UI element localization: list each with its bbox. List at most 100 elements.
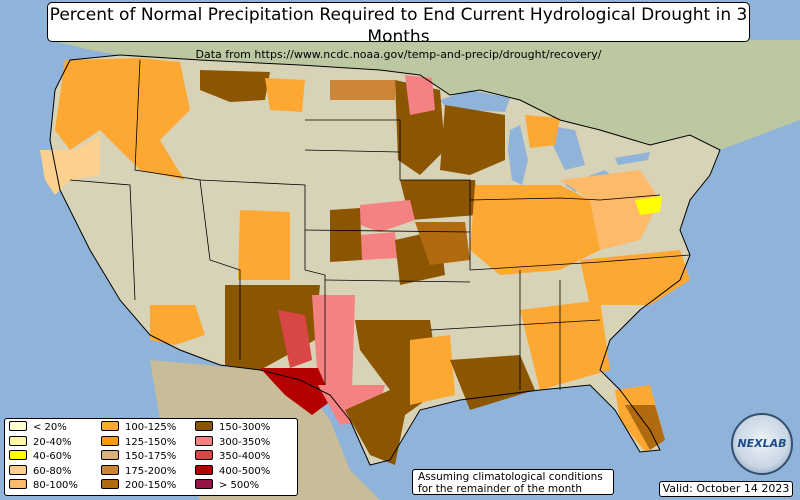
legend-item: 200-150% [101,479,177,492]
note-line-1: Assuming climatological conditions [418,471,603,483]
legend-swatch [101,435,119,446]
legend-item: 60-80% [9,464,72,478]
midwest-orange-region [470,185,600,275]
legend-swatch [195,421,213,431]
legend-swatch [101,450,119,460]
legend-item: < 20% [9,421,67,434]
legend-label: < 20% [33,422,67,433]
nd-east-region [330,80,395,100]
legend-label: 100-125% [125,422,177,433]
legend-swatch [9,421,27,431]
legend-item: 20-40% [9,435,72,449]
montana-east-region [265,78,305,112]
legend-label: 200-150% [125,480,177,491]
state-border [134,59,241,360]
legend-label: 350-400% [219,451,271,462]
state-border [469,254,691,271]
wisconsin-region [440,105,505,175]
minnesota-north-region [405,75,435,115]
west-texas-darkred-region [260,368,332,415]
legend-label: 125-150% [125,436,177,448]
valid-date: Valid: October 14 2023 [659,481,793,497]
state-border [304,229,471,233]
legend-item: 150-300% [195,421,271,434]
ohio-valley-region [560,170,660,250]
legend-item: 40-60% [9,450,72,463]
canada-land [50,40,800,150]
missouri-region [415,222,470,265]
legend-swatch [195,479,213,489]
state-border [69,179,136,301]
state-border [429,319,601,331]
legend-swatch [9,435,27,446]
state-border [305,119,471,270]
legend-item: 350-400% [195,450,271,463]
oregon-south-region [40,135,100,195]
legend-label: 150-300% [219,422,271,433]
legend-label: 60-80% [33,465,72,477]
nm-red-region [278,310,312,368]
legend-swatch [9,464,27,475]
nebraska-pink-region [360,200,415,232]
legend-item: 125-150% [101,435,177,449]
drought-regions [40,58,690,465]
logo-text: NEXLAB [737,437,787,450]
legend-swatch [9,450,27,460]
map-title: Percent of Normal Precipitation Required… [49,5,748,47]
gulf-brown-region [450,355,535,410]
title-box: Percent of Normal Precipitation Required… [47,2,750,61]
legend-label: 80-100% [33,480,78,491]
pacific-nw-region [55,58,190,180]
lake-superior [440,90,510,112]
legend-swatch [101,421,119,431]
legend-label: > 500% [219,480,260,491]
colorado-orange-region [238,210,290,280]
az-orange-region [150,305,205,345]
legend-item: 400-500% [195,464,271,478]
carolina-region [580,250,690,305]
state-borders [69,59,691,390]
state-border [324,279,471,283]
lake-ontario [615,152,650,165]
legend-label: 175-200% [125,465,177,477]
legend-item: 300-350% [195,435,271,449]
legend-item: 80-100% [9,479,78,492]
plains-brown-region [330,208,362,262]
legend-item: 175-200% [101,464,177,478]
legend-swatch [101,479,119,489]
montana-region [200,70,270,102]
lake-michigan [508,125,528,185]
legend-swatch [9,479,27,489]
iowa-region [400,180,478,220]
legend-label: 400-500% [219,465,271,477]
michigan-region [525,115,560,148]
legend-label: 150-175% [125,451,177,462]
state-border [199,179,326,385]
maryland-region [635,196,662,215]
legend-item: 100-125% [101,421,177,434]
nexlab-logo: NEXLAB [731,413,793,475]
kansas-pink-region [360,232,398,260]
legend-label: 20-40% [33,436,72,448]
legend-swatch [195,450,213,460]
legend: < 20% 20-40% 40-60% 60-80% 80-100% 100-125% 12… [4,418,298,496]
southeast-orange-region [520,300,610,390]
note-line-2: for the remainder of the month [418,483,583,495]
legend-item: > 500% [195,479,260,492]
state-border [304,149,401,153]
legend-label: 300-350% [219,436,271,448]
legend-swatch [101,464,119,475]
legend-label: 40-60% [33,451,72,462]
legend-item: 150-175% [101,450,177,463]
us-outline [49,54,721,466]
legend-swatch [195,464,213,475]
climatology-note: Assuming climatological conditions for t… [412,469,614,495]
state-border [469,194,661,201]
nm-pink-region [312,295,355,390]
louisiana-orange-region [410,335,455,405]
map-subtitle: Data from https://www.ncdc.noaa.gov/temp… [195,48,602,61]
florida-brown-region [625,405,665,450]
legend-swatch [195,435,213,446]
